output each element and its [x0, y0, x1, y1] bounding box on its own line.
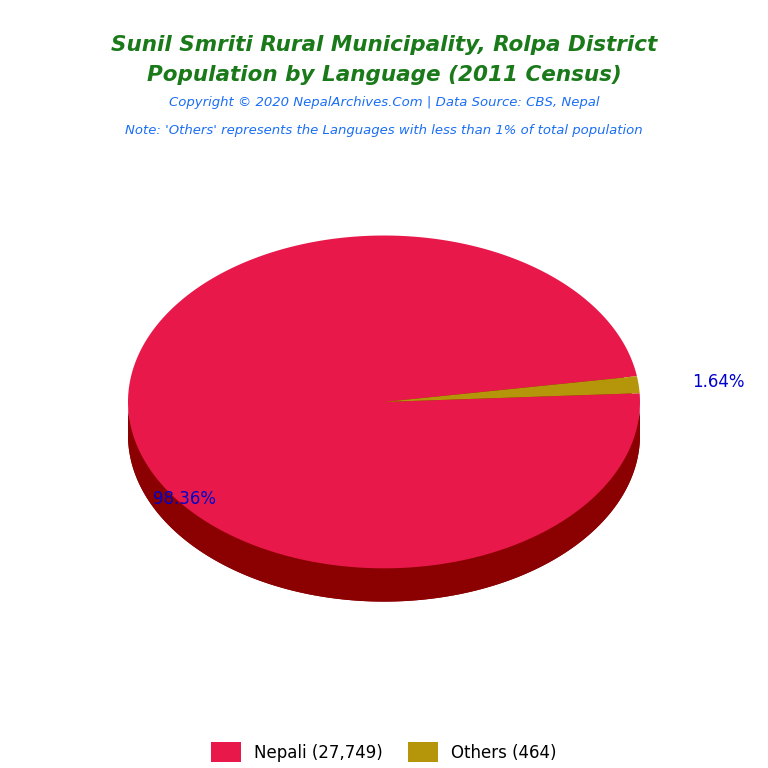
- Text: Population by Language (2011 Census): Population by Language (2011 Census): [147, 65, 621, 85]
- Polygon shape: [128, 269, 640, 601]
- Polygon shape: [128, 236, 640, 568]
- Text: 98.36%: 98.36%: [153, 490, 216, 508]
- Polygon shape: [384, 376, 640, 402]
- Polygon shape: [128, 403, 640, 601]
- Text: Copyright © 2020 NepalArchives.Com | Data Source: CBS, Nepal: Copyright © 2020 NepalArchives.Com | Dat…: [169, 96, 599, 109]
- Text: Note: 'Others' represents the Languages with less than 1% of total population: Note: 'Others' represents the Languages …: [125, 124, 643, 137]
- Text: Sunil Smriti Rural Municipality, Rolpa District: Sunil Smriti Rural Municipality, Rolpa D…: [111, 35, 657, 55]
- Legend: Nepali (27,749), Others (464): Nepali (27,749), Others (464): [204, 735, 564, 768]
- Text: 1.64%: 1.64%: [692, 372, 745, 391]
